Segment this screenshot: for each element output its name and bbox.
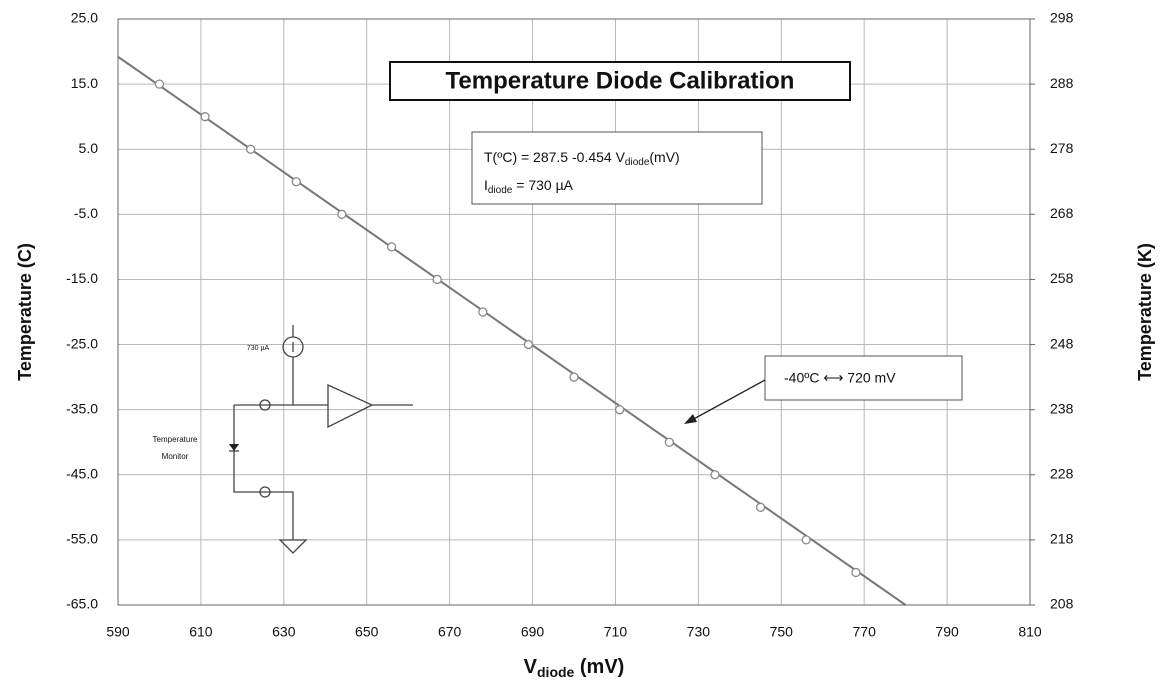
data-point [478, 307, 488, 317]
y2-tick-label: 258 [1050, 270, 1074, 286]
data-point [801, 535, 811, 545]
x-axis-label: Vdiode (mV) [524, 656, 625, 679]
eq-unit: (mV) [649, 149, 679, 165]
x-tick-label: 730 [687, 624, 711, 640]
x-tick-label: 670 [438, 624, 462, 640]
y2-tick-label: 238 [1050, 400, 1074, 416]
x-tick-label: 590 [106, 624, 130, 640]
terminal [259, 399, 271, 411]
data-point [200, 112, 210, 122]
y2-axis-label: Temperature (K) [1135, 243, 1155, 381]
y-tick-label: -45.0 [66, 465, 98, 481]
y-tick-label: -15.0 [66, 270, 98, 286]
diode [229, 444, 239, 451]
y-tick-label: 25.0 [71, 10, 98, 26]
x-label-sub: diode [537, 664, 575, 680]
y2-tick-label: 208 [1050, 596, 1074, 612]
y-tick-label: 5.0 [79, 140, 99, 156]
data-point [614, 405, 625, 415]
y-axis-label: Temperature (C) [15, 243, 35, 381]
callout-box [764, 355, 963, 401]
data-point [569, 372, 579, 382]
y2-tick-label: 268 [1050, 205, 1074, 221]
data-point [851, 567, 861, 578]
circuit-label: Temperature [153, 435, 198, 444]
circuit: 730 µA Temperature Monitor [153, 325, 413, 554]
x-tick-label: 770 [853, 624, 877, 640]
callout-arrow [689, 379, 766, 422]
terminal [259, 486, 271, 498]
data-point [154, 79, 165, 89]
amplifier [327, 383, 374, 429]
y-tick-label: 15.0 [71, 75, 98, 91]
data-point [710, 470, 720, 480]
x-label-main: V [524, 656, 538, 678]
y-tick-label: -25.0 [66, 335, 98, 351]
data-point [432, 274, 442, 285]
y2-tick-label: 248 [1050, 335, 1074, 351]
y-tick-label: -55.0 [66, 531, 98, 547]
cur-main: I [484, 177, 488, 193]
title-box [389, 61, 851, 101]
y-tick-label: -5.0 [74, 205, 98, 221]
x-tick-label: 810 [1018, 624, 1042, 640]
cur-value: = 730 µA [512, 177, 573, 193]
marks [117, 55, 907, 606]
y2-tick-label: 298 [1050, 10, 1074, 26]
data-point [755, 502, 766, 512]
data-point [291, 177, 301, 187]
data-point [246, 144, 256, 154]
x-tick-label: 630 [272, 624, 296, 640]
current: Idiode = 730 µA [484, 177, 574, 196]
plot-frame [117, 18, 1031, 606]
y2-tick-label: 218 [1050, 531, 1074, 547]
y2-tick-label: 278 [1050, 140, 1074, 156]
grid [117, 18, 1031, 606]
data-point [664, 437, 674, 447]
callout: -40ºC ⟷ 720 mV [784, 370, 896, 386]
x-tick-label: 750 [770, 624, 794, 640]
x-tick-label: 710 [604, 624, 628, 640]
eq-sub: diode [625, 157, 650, 168]
equation: T(ºC) = 287.5 -0.454 Vdiode(mV) [484, 149, 680, 168]
y2-tick-label: 228 [1050, 465, 1074, 481]
arrow-head [684, 414, 697, 424]
x-tick-label: 790 [935, 624, 959, 640]
cur-sub: diode [488, 185, 513, 196]
data-point [386, 242, 397, 252]
chart-title: Temperature Diode Calibration [446, 67, 795, 94]
source-label: 730 µA [247, 345, 270, 352]
circuit-label: Monitor [162, 452, 189, 461]
y-tick-label: -65.0 [66, 596, 98, 612]
x-tick-label: 690 [521, 624, 545, 640]
ground [278, 539, 308, 554]
x-tick-label: 610 [189, 624, 213, 640]
x-tick-label: 650 [355, 624, 379, 640]
data-point [337, 209, 347, 219]
data-point [523, 339, 534, 350]
x-label-unit: (mV) [574, 656, 624, 678]
equation-box [471, 131, 763, 205]
y2-tick-label: 288 [1050, 75, 1074, 91]
eq-main: T(ºC) = 287.5 -0.454 V [484, 149, 626, 165]
y-tick-label: -35.0 [66, 400, 98, 416]
